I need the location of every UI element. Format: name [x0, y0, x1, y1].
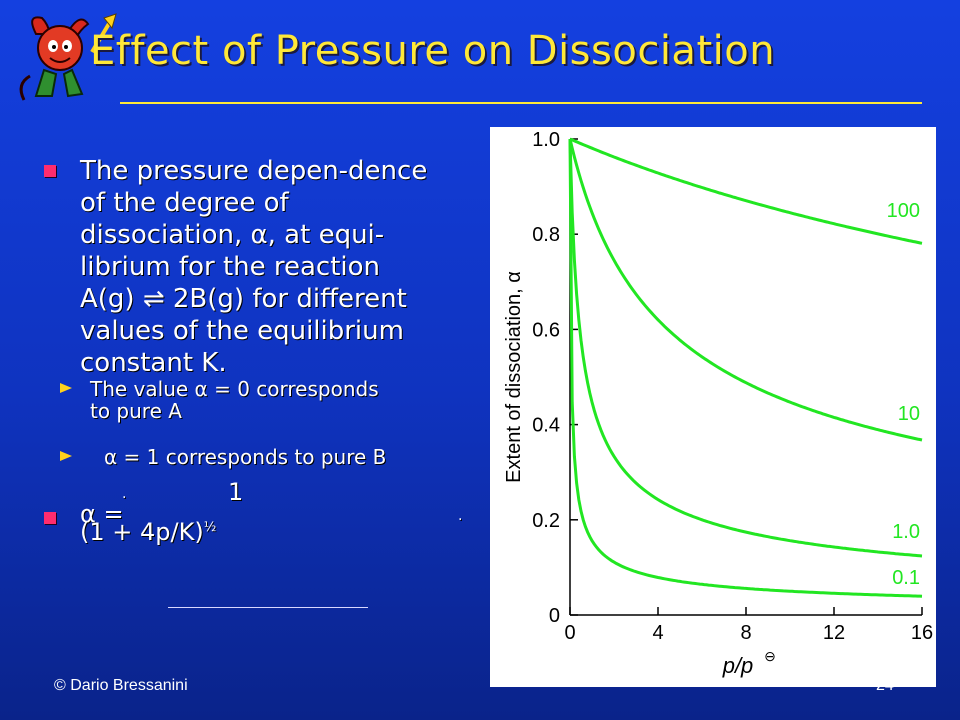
formula-denominator-text: (1 + 4p/K) [80, 518, 204, 546]
y-tick-label: 0.2 [532, 510, 560, 532]
y-tick-label: 0.8 [532, 224, 560, 246]
y-tick-label: 1.0 [532, 129, 560, 151]
series-label: 0.1 [892, 567, 920, 589]
bullet-line: A(g) ⇌ 2B(g) for different [80, 284, 407, 314]
slide-title: Effect of Pressure on Dissociation [90, 28, 776, 74]
x-axis-label-superscript: ⊖ [764, 648, 776, 664]
chart-panel: 0 0.2 0.4 0.6 0.8 1.0 0 4 8 12 16 p/p ⊖ Extent of di… [490, 127, 936, 687]
curve-k-100 [569, 137, 923, 245]
chart-labels: p/p ⊖ Extent of dissociation, α 100 10 1.0 0.1 [503, 200, 920, 678]
curve-k-1-0 [568, 138, 923, 558]
x-tick-label: 8 [740, 622, 751, 644]
formula-numerator: 1 [228, 478, 244, 506]
footer-copyright: © Dario Bressanini [54, 677, 188, 694]
arrow-bullet-icon [60, 383, 72, 393]
sub-bullet-1: The value α = 0 corresponds to pure A [60, 377, 480, 423]
bullet-main-text: The pressure depen-dence of the degree o… [80, 155, 480, 379]
chart-curves [568, 137, 923, 598]
sub-bullet-2: α = 1 corresponds to pure B [60, 445, 480, 469]
x-tick-label: 16 [911, 622, 933, 644]
bullet-square-icon [44, 512, 56, 524]
dissociation-chart: 0 0.2 0.4 0.6 0.8 1.0 0 4 8 12 16 p/p ⊖ Extent of di… [503, 129, 933, 678]
arrow-bullet-icon [60, 451, 72, 461]
decor-line [168, 607, 368, 608]
formula-alpha: α = [80, 500, 124, 528]
series-label: 100 [887, 200, 920, 222]
bullet-line: constant K. [80, 348, 227, 378]
y-tick-label: 0.6 [532, 319, 560, 341]
curve-k-10 [568, 138, 923, 442]
sub-bullet-line: to pure A [90, 399, 182, 423]
series-label: 1.0 [892, 521, 920, 543]
y-tick-label: 0.4 [532, 415, 560, 437]
formula-denominator: (1 + 4p/K)½ [80, 518, 216, 546]
curve-k-0-1 [568, 138, 923, 598]
sub-bullet-line: α = 1 corresponds to pure B [104, 445, 387, 469]
mascot-logo-icon [19, 13, 117, 101]
x-tick-label: 4 [652, 622, 663, 644]
x-axis-label: p/p [722, 653, 754, 678]
sub-bullet-line: The value α = 0 corresponds [90, 377, 379, 401]
bullet-line: dissociation, α, at equi- [80, 220, 385, 250]
bullet-line: librium for the reaction [80, 252, 381, 282]
decor-dot: . [458, 508, 463, 524]
chart-axes: 0 0.2 0.4 0.6 0.8 1.0 0 4 8 12 16 [532, 129, 933, 644]
y-axis-label: Extent of dissociation, α [503, 271, 525, 483]
bullet-line: of the degree of [80, 188, 289, 218]
bullet-square-icon [44, 165, 56, 177]
x-tick-label: 0 [564, 622, 575, 644]
title-underline [120, 102, 922, 104]
page-number: 24 [876, 677, 894, 694]
formula-exponent: ½ [203, 520, 217, 535]
y-tick-label: 0 [549, 605, 560, 627]
bullet-line: The pressure depen-dence [80, 156, 428, 186]
bullet-line: values of the equilibrium [80, 316, 404, 346]
decor-dot: . [122, 486, 127, 502]
series-label: 10 [898, 403, 920, 425]
x-tick-label: 12 [823, 622, 845, 644]
